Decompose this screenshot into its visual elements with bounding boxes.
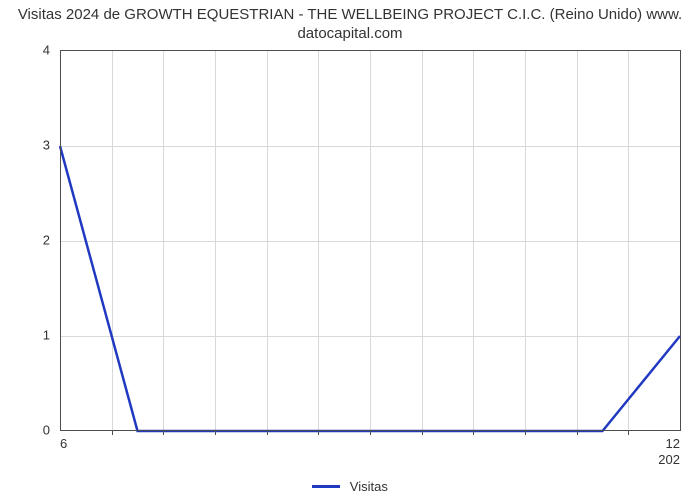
x-minor-tick	[422, 430, 423, 435]
x-right-label-top: 12	[666, 436, 680, 451]
y-tick-label: 2	[0, 233, 50, 248]
x-minor-tick	[163, 430, 164, 435]
legend-swatch	[312, 485, 340, 488]
x-right-label-bottom: 202	[658, 452, 680, 467]
y-axis-line	[60, 50, 61, 430]
plot-area	[60, 50, 681, 431]
y-tick-label: 0	[0, 423, 50, 438]
legend-label: Visitas	[350, 479, 388, 494]
chart-title: Visitas 2024 de GROWTH EQUESTRIAN - THE …	[0, 6, 700, 44]
chart-container: Visitas 2024 de GROWTH EQUESTRIAN - THE …	[0, 0, 700, 500]
x-minor-tick	[112, 430, 113, 435]
x-minor-tick	[577, 430, 578, 435]
y-tick-label: 3	[0, 138, 50, 153]
x-minor-tick	[370, 430, 371, 435]
x-minor-tick	[525, 430, 526, 435]
y-tick-label: 4	[0, 43, 50, 58]
x-minor-tick	[473, 430, 474, 435]
y-tick-label: 1	[0, 328, 50, 343]
x-minor-tick	[215, 430, 216, 435]
x-minor-tick	[318, 430, 319, 435]
x-minor-tick	[628, 430, 629, 435]
x-left-label: 6	[60, 436, 67, 451]
x-minor-tick	[267, 430, 268, 435]
legend: Visitas	[0, 478, 700, 494]
chart-title-line1: Visitas 2024 de GROWTH EQUESTRIAN - THE …	[18, 6, 682, 23]
chart-title-line2: datocapital.com	[297, 25, 402, 42]
series-line	[60, 51, 680, 431]
